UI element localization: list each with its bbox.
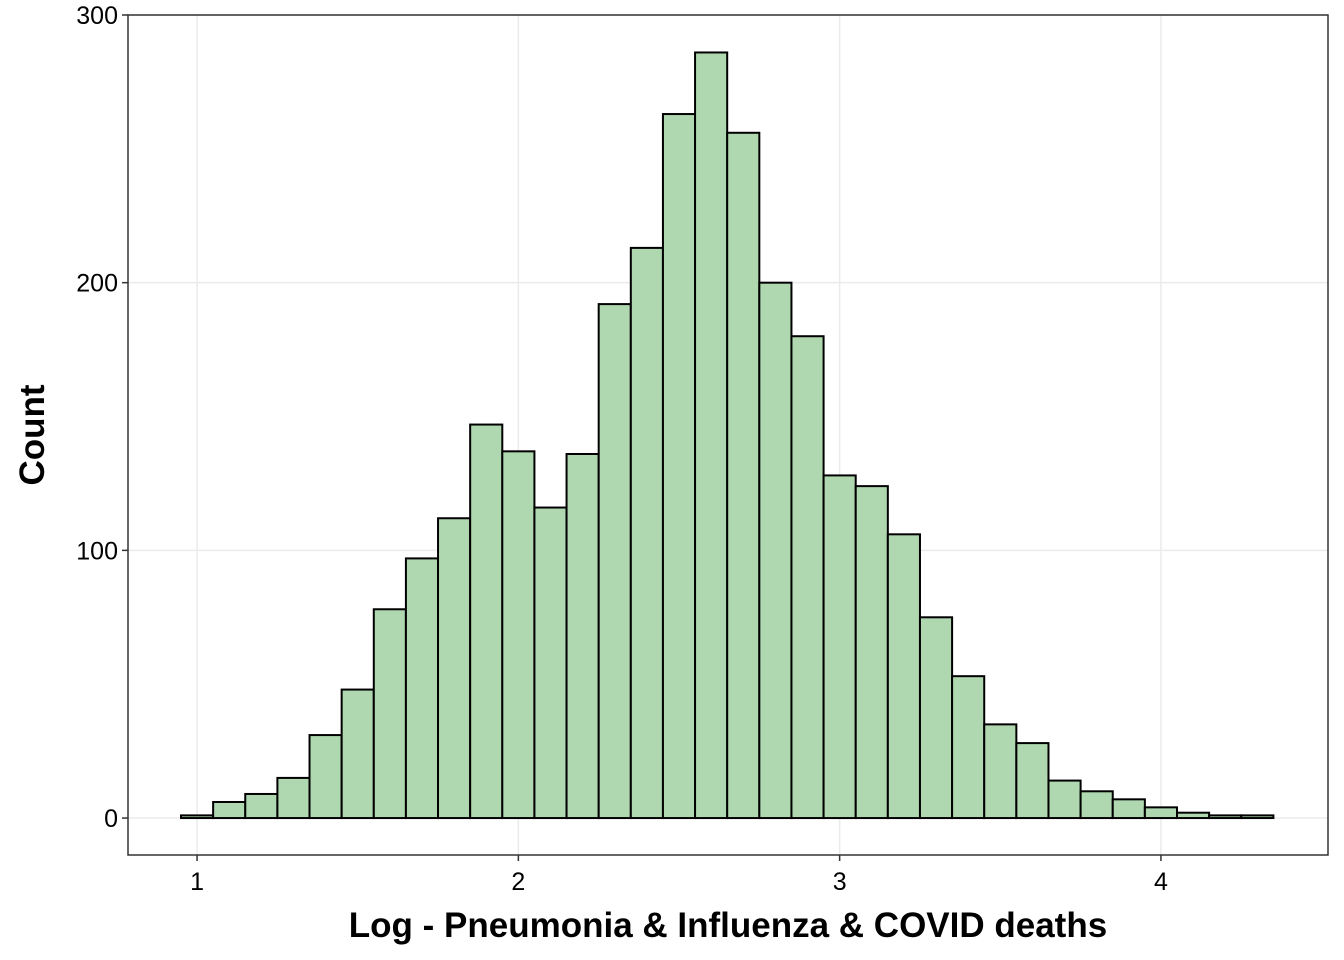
bar xyxy=(597,303,632,820)
bar xyxy=(244,792,279,820)
bar xyxy=(629,246,664,820)
bar xyxy=(533,506,568,820)
bar xyxy=(404,557,440,820)
x-tick-label: 3 xyxy=(833,868,847,896)
bar xyxy=(308,734,343,820)
bar xyxy=(501,450,536,820)
x-axis-title: Log - Pneumonia & Influenza & COVID deat… xyxy=(349,906,1107,945)
bar xyxy=(790,335,825,820)
bar xyxy=(372,608,407,820)
x-tick-label: 1 xyxy=(190,868,204,896)
bar xyxy=(694,51,729,820)
bar xyxy=(1047,779,1082,820)
bar xyxy=(180,814,215,820)
bar xyxy=(1015,742,1050,820)
bar xyxy=(1111,798,1146,820)
bar xyxy=(951,675,986,820)
y-axis-title: Count xyxy=(13,384,52,485)
bar xyxy=(886,533,921,820)
plot-border xyxy=(127,14,1329,856)
bar xyxy=(854,485,889,820)
bar xyxy=(212,800,247,820)
bar xyxy=(1208,814,1243,820)
bar xyxy=(1143,806,1178,820)
bar xyxy=(983,723,1018,820)
y-tick-label: 200 xyxy=(76,270,118,298)
bar xyxy=(469,423,504,820)
bar xyxy=(822,474,857,820)
x-tick-label: 2 xyxy=(511,868,525,896)
bar xyxy=(437,517,472,820)
y-tick-label: 100 xyxy=(76,537,118,565)
bar xyxy=(565,453,600,820)
bar xyxy=(918,616,954,820)
y-tick-label: 300 xyxy=(76,2,118,30)
y-tick-label: 0 xyxy=(104,805,118,833)
bar xyxy=(1079,790,1114,820)
bar xyxy=(1240,814,1275,820)
bar xyxy=(1175,811,1211,820)
x-tick-label: 4 xyxy=(1154,868,1168,896)
bar xyxy=(276,776,311,820)
bar xyxy=(726,131,761,820)
bar xyxy=(340,688,375,820)
bar xyxy=(758,281,793,820)
bar xyxy=(661,113,697,820)
